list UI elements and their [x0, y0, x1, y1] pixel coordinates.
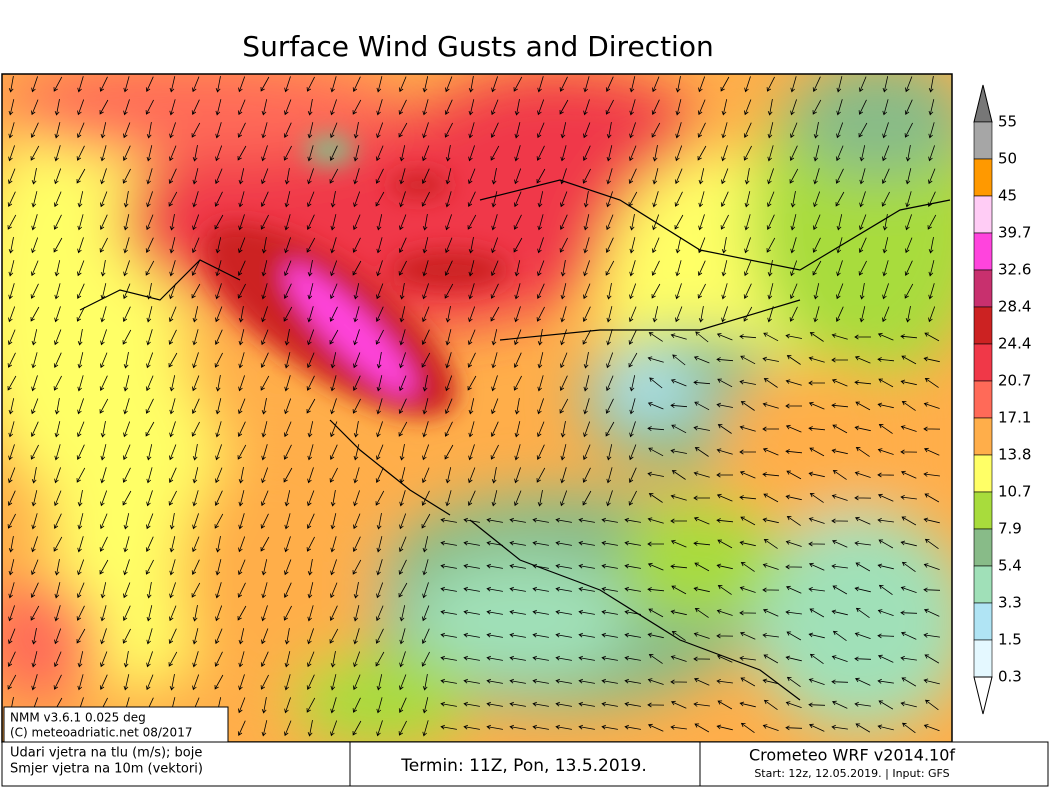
wind-arrows	[7, 76, 941, 737]
colorbar-label: 3.3	[998, 594, 1022, 612]
colorbar-box	[973, 158, 993, 197]
colorbar-box	[973, 565, 993, 604]
colorbar-label: 10.7	[998, 483, 1031, 501]
colorbar-box	[973, 380, 993, 419]
colorbar-box	[973, 306, 993, 345]
colorbar-label: 55	[998, 113, 1017, 131]
colorbar-label: 50	[998, 150, 1017, 168]
colorbar-box	[973, 195, 993, 234]
colorbar-label: 1.5	[998, 631, 1022, 649]
colorbar-label: 28.4	[998, 298, 1031, 316]
model-box	[3, 706, 229, 743]
colorbar-box	[973, 528, 993, 567]
wind-vectors	[7, 76, 941, 737]
colorbar-box	[973, 343, 993, 382]
model-box-line: NMM v3.6.1 0.025 deg	[10, 711, 146, 725]
colorbar-box	[973, 232, 993, 271]
colorbar-label: 45	[998, 187, 1017, 205]
colorbar-label: 7.9	[998, 520, 1022, 538]
colorbar-label: 32.6	[998, 261, 1031, 279]
coastline	[79, 179, 951, 701]
colorbar: 55 50 45 39.7 32.6 28.4 24.4 20.7 17.1 13.8 10.7 7.…	[973, 84, 1031, 715]
footer-start: Start: 12z, 12.05.2019. | Input: GFS	[754, 767, 949, 780]
colorbar-box	[973, 269, 993, 308]
colorbar-label: 0.3	[998, 668, 1022, 686]
map-field	[2, 74, 952, 742]
colorbar-label: 5.4	[998, 557, 1022, 575]
colorbar-box	[973, 639, 993, 678]
colorbar-box	[973, 417, 993, 456]
colorbar-box	[973, 454, 993, 493]
colorbar-top	[973, 84, 993, 123]
footer-description: Smjer vjetra na 10m (vektori)	[10, 762, 203, 777]
colorbar-box	[973, 121, 993, 160]
footer-description: Udari vjetra na tlu (m/s); boje	[10, 746, 202, 761]
model-box-line: (C) meteoadriatic.net 08/2017	[10, 726, 192, 740]
footer-box	[1, 741, 1049, 787]
colorbar-label: 24.4	[998, 335, 1031, 353]
footer-model: Crometeo WRF v2014.10f	[749, 746, 955, 765]
colorbar-bottom	[973, 676, 993, 715]
colorbar-box	[973, 602, 993, 641]
colorbar-label: 39.7	[998, 224, 1031, 242]
colorbar-label: 20.7	[998, 372, 1031, 390]
colorbar-label: 17.1	[998, 409, 1031, 427]
colorbar-label: 13.8	[998, 446, 1031, 464]
colorbar-box	[973, 491, 993, 530]
footer-termin: Termin: 11Z, Pon, 13.5.2019.	[400, 756, 646, 776]
map-title: Surface Wind Gusts and Direction	[242, 30, 713, 63]
